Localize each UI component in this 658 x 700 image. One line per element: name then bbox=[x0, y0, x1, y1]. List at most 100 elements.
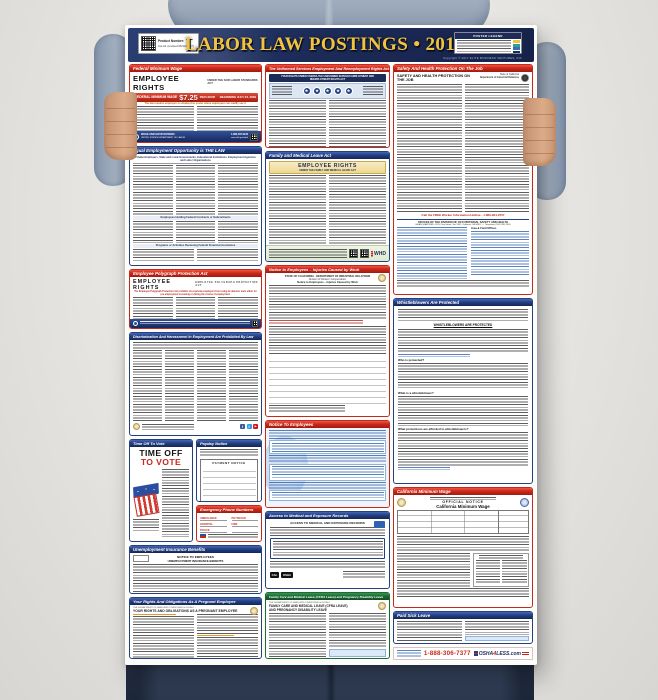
userra-text-column bbox=[329, 100, 386, 147]
eeo-mid-heading-1: Employees Holding Federal Contracts or S… bbox=[133, 215, 258, 220]
polygraph-tab: Employee Polygraph Protection Act bbox=[130, 270, 261, 277]
ui-subtitle: UNEMPLOYMENT INSURANCE BENEFITS bbox=[167, 558, 224, 563]
discrimination-text-column bbox=[165, 349, 194, 422]
section-paid-sick-leave: Paid Sick Leave bbox=[393, 611, 533, 644]
section-edd-notice: Notice To Employees bbox=[265, 420, 390, 508]
sick-blue-box bbox=[464, 636, 529, 641]
edd-tab: Notice To Employees bbox=[266, 421, 389, 428]
medrec-footer-lines bbox=[343, 570, 385, 579]
injuries-body-lines bbox=[269, 285, 386, 319]
ui-title: NOTICE TO EMPLOYEES bbox=[177, 554, 214, 559]
section-injuries: Notice to Employees – Injuries Caused by… bbox=[265, 265, 390, 417]
brand-stripes-icon bbox=[522, 651, 529, 656]
injuries-line2: Division of Workers' Compensation bbox=[308, 278, 347, 281]
section-userra: The Uniformed Services Employment And Re… bbox=[265, 64, 390, 148]
whistle-q3: What protections are afforded to whistle… bbox=[398, 427, 469, 431]
sick-tab: Paid Sick Leave bbox=[394, 612, 532, 619]
camw-official: OFFICIAL NOTICE bbox=[442, 499, 484, 504]
osha4less-logo: OSHA 4 LESS.com bbox=[473, 650, 529, 657]
cfra-title-1: FAMILY CARE AND MEDICAL LEAVE (CFRA LEAV… bbox=[269, 604, 348, 609]
cfra-text-column bbox=[329, 613, 386, 648]
ui-form-box bbox=[133, 554, 149, 562]
ballot-box-illustration bbox=[133, 469, 160, 532]
fmw-qr-icon bbox=[250, 132, 258, 141]
safety-agency-2: Department of Industrial Relations bbox=[479, 75, 519, 79]
userra-text-column bbox=[269, 100, 326, 147]
fmw-wage-bar: FEDERAL MINIMUM WAGE $7.25 PER HOUR BEGI… bbox=[133, 92, 258, 102]
whistle-q2: What is a whistleblower? bbox=[398, 390, 434, 395]
edd-text-lines bbox=[269, 481, 386, 489]
discrimination-tab: Discrimination And Harassment In Employm… bbox=[130, 333, 261, 340]
sick-text-column bbox=[464, 621, 529, 635]
userra-banner: YOUR RIGHTS UNDER USERRA THE UNIFORMED S… bbox=[269, 73, 386, 82]
userra-benefit-icon: ★ bbox=[334, 86, 342, 95]
product-number-value: CA-A1 (revised 06/12/2017) bbox=[158, 43, 194, 48]
fmw-footer-site: www.dol.gov/whd bbox=[231, 136, 248, 139]
whistle-text-lines bbox=[398, 308, 528, 321]
fmw-subtitle: UNDER THE FAIR LABOR STANDARDS ACT bbox=[207, 78, 258, 85]
eeo-tab: Equal Employment Opportunity is THE LAW bbox=[130, 147, 261, 154]
emergency-footer-lines bbox=[208, 534, 258, 538]
brand-less: LESS.com bbox=[496, 650, 521, 657]
eeo-text-column bbox=[197, 248, 258, 262]
edd-text-lines bbox=[269, 430, 386, 439]
poster-legend-box: POSTER LEGEND bbox=[454, 32, 522, 54]
polygraph-red-line: The Employee Polygraph Protection Act pr… bbox=[134, 291, 257, 296]
section-equal-employment-opportunity: Equal Employment Opportunity is THE LAW … bbox=[129, 146, 262, 266]
fmla-text-column bbox=[329, 175, 386, 245]
camw-text-lines bbox=[397, 552, 470, 587]
shirt-placket bbox=[325, 0, 333, 26]
fmw-footer-dept: UNITED STATES DEPARTMENT OF LABOR bbox=[141, 136, 186, 139]
safety-text-column bbox=[464, 83, 529, 212]
poster-title: LABOR LAW POSTINGS • 2018 bbox=[184, 34, 466, 55]
polygraph-footer-lines bbox=[140, 321, 250, 326]
poster-legend-title: POSTER LEGEND bbox=[455, 33, 521, 39]
poster-header: Product Number: CA-A1 (revised 06/12/201… bbox=[128, 28, 534, 62]
emergency-label: AMBULANCE bbox=[200, 516, 217, 520]
copyright-line: Copyright © 2017 ELITE BUSINESS VENTURES… bbox=[443, 56, 522, 60]
eeo-text-column bbox=[133, 248, 194, 262]
section-unemployment-insurance: Unemployment Insurance Benefits NOTICE T… bbox=[129, 545, 262, 594]
section-whistleblowers: Whistleblowers Are Protected WHISTLEBLOW… bbox=[393, 298, 533, 484]
youtube-icon: ▶ bbox=[253, 424, 258, 429]
edd-box-lines bbox=[271, 466, 384, 479]
fmw-footer-agency: WAGE AND HOUR DIVISION bbox=[141, 132, 175, 136]
polygraph-text-column bbox=[218, 297, 259, 324]
pregnant-text-column bbox=[133, 616, 194, 658]
eeo-text-column bbox=[218, 220, 259, 243]
whistle-heading: WHISTLEBLOWERS ARE PROTECTED bbox=[433, 322, 493, 327]
cfra-tab: Family Care and Medical Leave (CFRA Leav… bbox=[266, 593, 389, 600]
vote-text-column bbox=[162, 469, 189, 538]
whistle-text-lines bbox=[398, 363, 528, 389]
discrimination-intro-lines bbox=[133, 341, 258, 349]
injuries-body-lines bbox=[269, 326, 386, 354]
fmw-title: EMPLOYEE RIGHTS bbox=[133, 73, 180, 92]
userra-icon-panel: ★ ★ ★ ★ ★ bbox=[269, 82, 386, 99]
fmla-banner: EMPLOYEE RIGHTS UNDER THE FAMILY AND MED… bbox=[269, 160, 386, 174]
whistle-tab: Whistleblowers Are Protected bbox=[394, 299, 532, 306]
payday-intro-lines bbox=[200, 449, 258, 457]
payday-tab: Payday Notice bbox=[197, 440, 261, 447]
section-safety-health: Safety And Health Protection On The Job … bbox=[393, 64, 533, 295]
brand-phone: 1-888-306-7377 bbox=[423, 650, 471, 657]
fmw-wage-label: FEDERAL MINIMUM WAGE bbox=[135, 95, 178, 99]
discrimination-text-column bbox=[197, 349, 226, 422]
flag-icon bbox=[473, 651, 478, 656]
whd-logotype: WHD bbox=[374, 250, 386, 257]
injuries-line3: Notice to Employees – Injuries Caused by… bbox=[297, 281, 358, 284]
payday-form-lines bbox=[202, 466, 256, 501]
dfeh-seal-icon bbox=[133, 423, 140, 430]
section-california-minimum-wage: California Minimum Wage OFFICIAL NOTICE … bbox=[393, 487, 533, 608]
section-discrimination: Discrimination And Harassment In Employm… bbox=[129, 332, 262, 436]
cfra-title-2: AND PREGNANCY DISABILITY LEAVE bbox=[269, 608, 327, 613]
eeo-mid-heading-2: Programs or Activities Receiving Federal… bbox=[133, 243, 258, 248]
userra-tab: The Uniformed Services Employment And Re… bbox=[266, 65, 389, 72]
legend-text-lines bbox=[456, 40, 511, 53]
pregnant-tab: Your Rights And Obligations As A Pregnan… bbox=[130, 598, 261, 605]
section-fmla: Family and Medical Leave Act EMPLOYEE RI… bbox=[265, 151, 390, 262]
emergency-label: HOSPITAL bbox=[200, 522, 213, 526]
safety-agency-1: State of California bbox=[499, 73, 519, 76]
userra-benefit-icon: ★ bbox=[313, 86, 321, 95]
dwc-seal-icon bbox=[378, 274, 386, 282]
